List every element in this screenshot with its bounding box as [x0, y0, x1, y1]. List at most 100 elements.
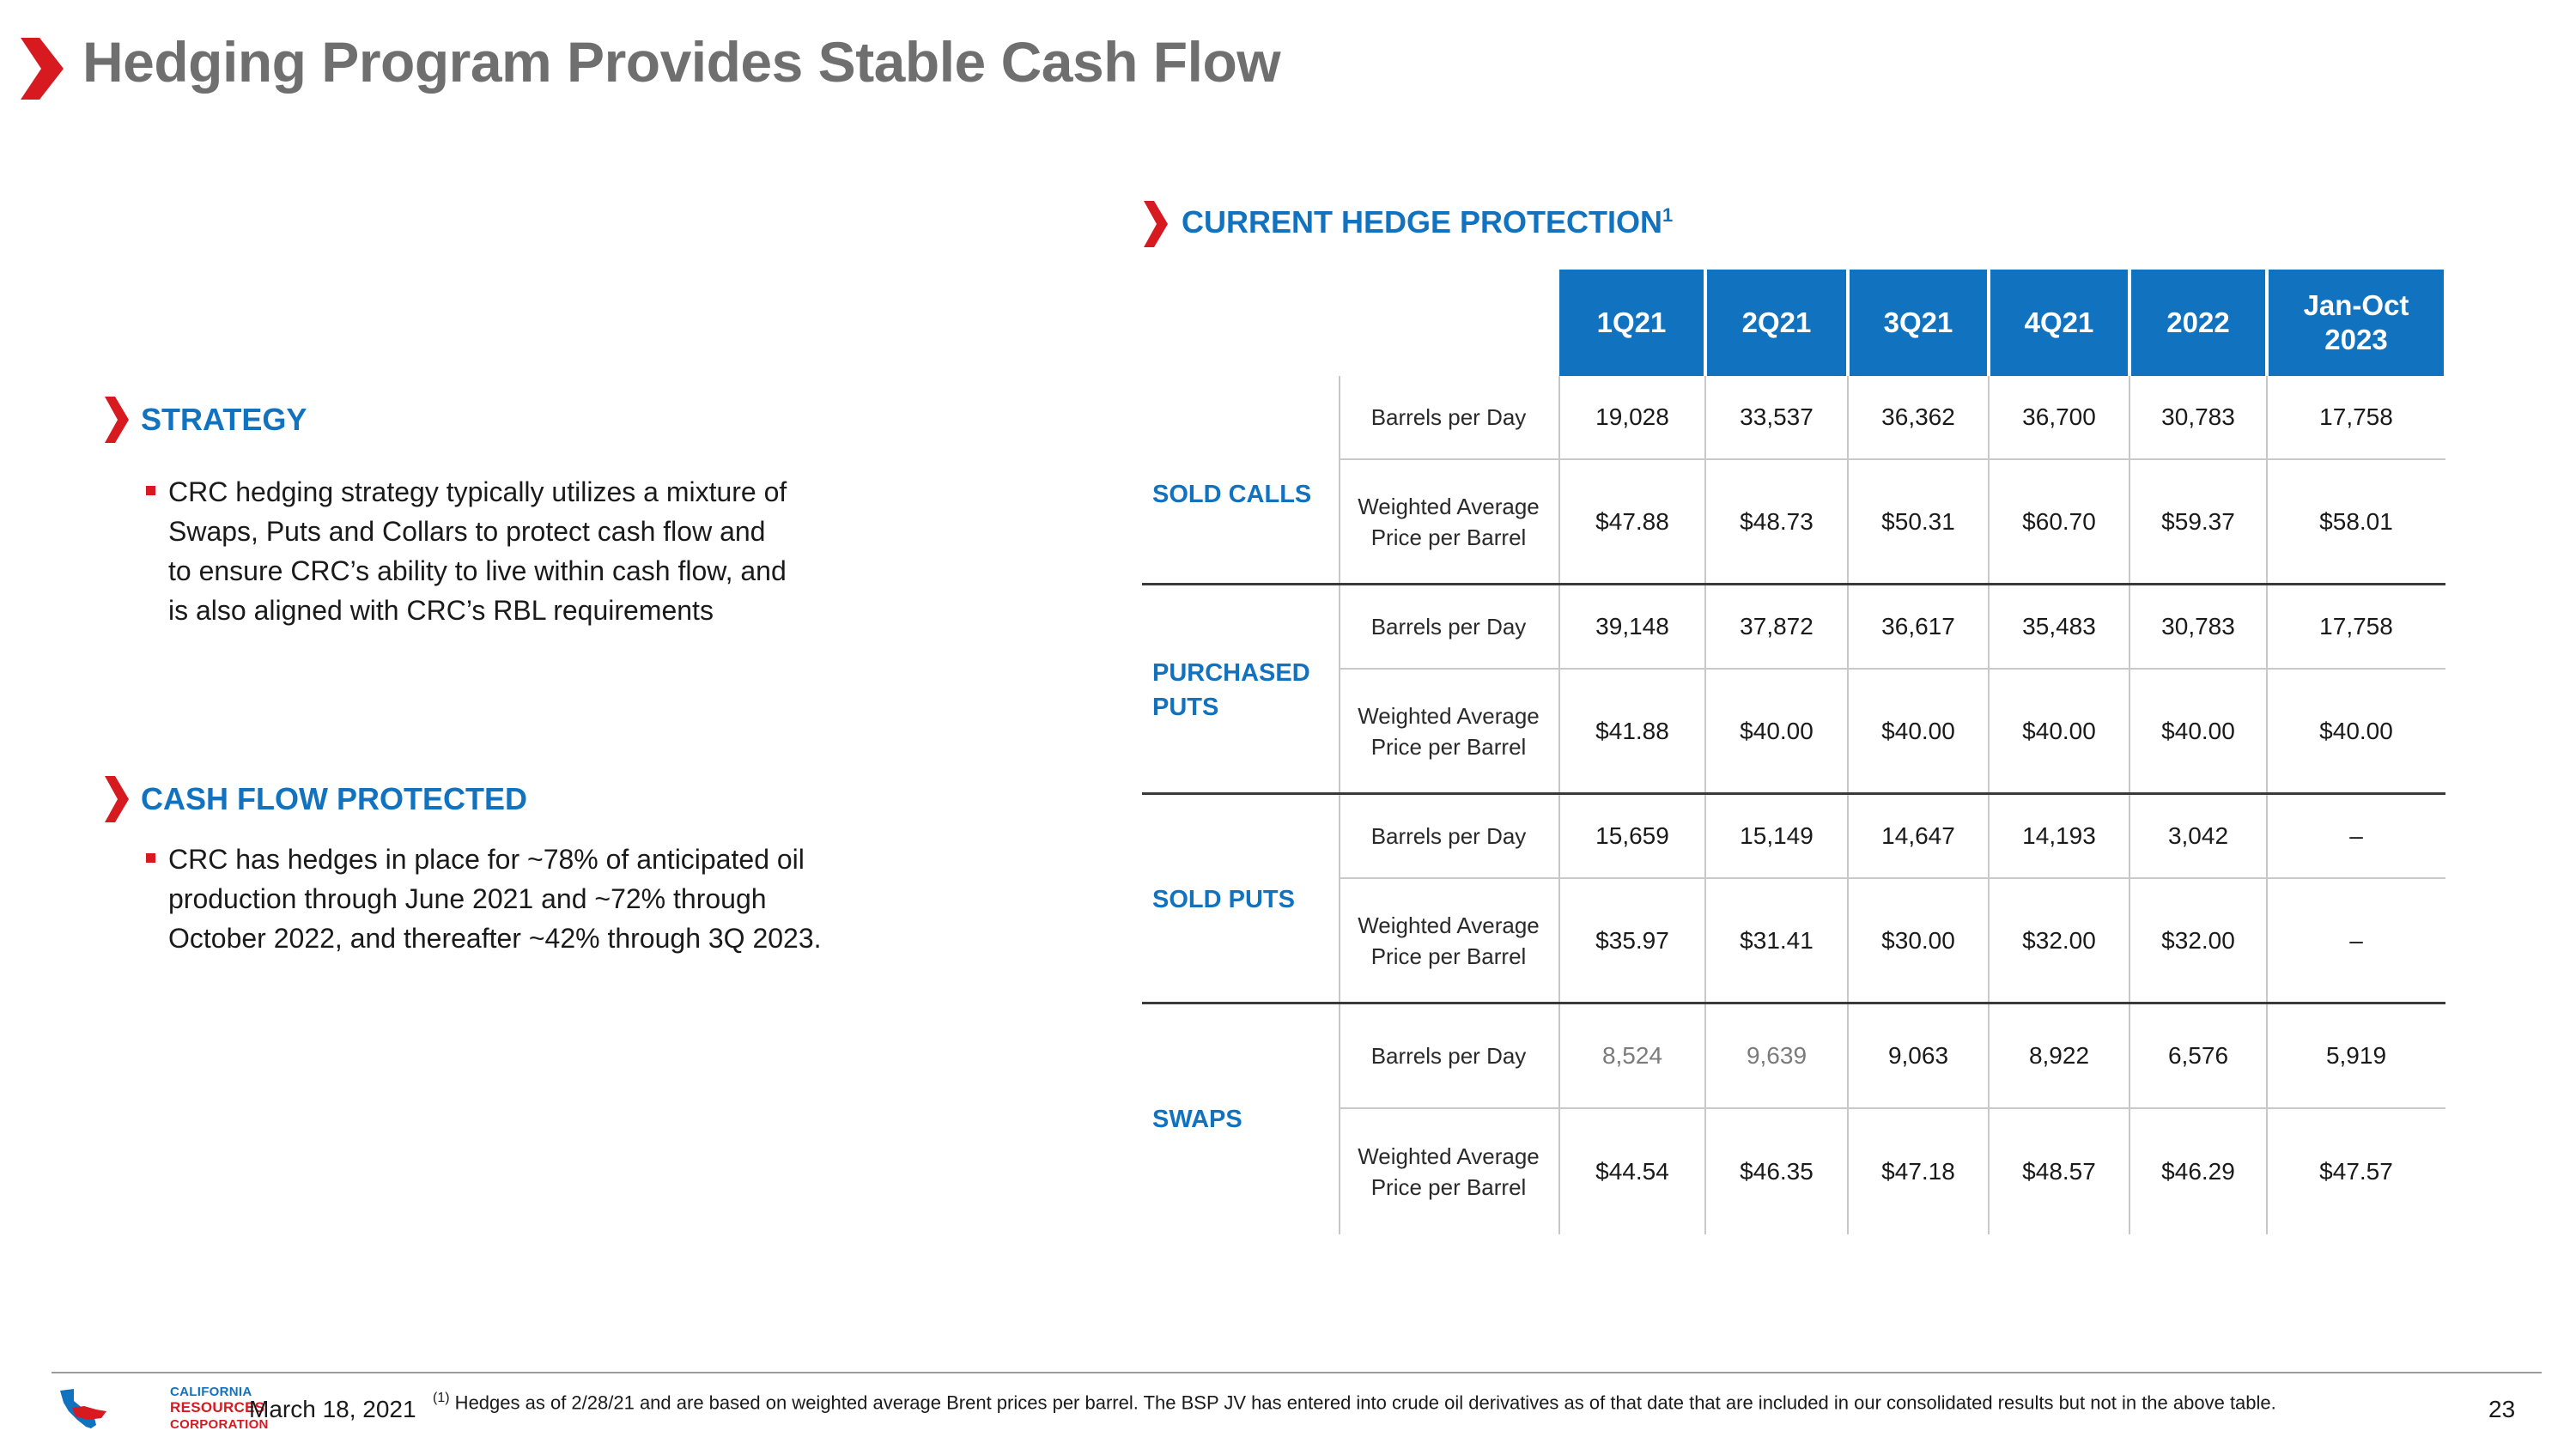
sold-puts-price-2q21: $31.41 — [1740, 926, 1814, 954]
page-number: 23 — [2488, 1396, 2516, 1422]
table-group-divider — [1142, 792, 2445, 795]
sold-puts-bpd-2023: – — [2349, 822, 2363, 849]
swaps-bpd-3q21: 9,063 — [1887, 1042, 1949, 1069]
col-header-jan-oct-2023: Jan-Oct 2023 — [2269, 270, 2444, 376]
table-row-divider — [1340, 668, 2445, 670]
swaps-price-2022: $46.29 — [2161, 1158, 2235, 1185]
title-chevron-icon — [21, 38, 64, 100]
purchased-puts-price-1q21: $41.88 — [1595, 717, 1669, 744]
swaps-bpd-2q21: 9,639 — [1746, 1042, 1807, 1069]
purchased-puts-bpd-3q21: 36,617 — [1881, 613, 1955, 640]
swaps-bpd-2022: 6,576 — [2167, 1042, 2229, 1069]
page-title: Hedging Program Provides Stable Cash Flo… — [82, 30, 1281, 94]
hedge-chevron-icon — [1144, 201, 1168, 247]
cash-flow-chevron-icon — [105, 776, 129, 822]
swaps-price-1q21: $44.54 — [1595, 1158, 1669, 1185]
row-label-barrels-per-day: Barrels per Day — [1370, 614, 1527, 640]
group-label-swaps: SWAPS — [1152, 1106, 1242, 1133]
purchased-puts-bpd-2022: 30,783 — [2161, 613, 2235, 640]
footnote-text: Hedges as of 2/28/21 and are based on we… — [449, 1391, 2276, 1414]
swaps-price-3q21: $47.18 — [1881, 1158, 1955, 1185]
sold-puts-bpd-2022: 3,042 — [2167, 822, 2229, 849]
row-label-weighted-average-price: Weighted Average Price per Barrel — [1358, 912, 1540, 969]
sold-calls-price-1q21: $47.88 — [1595, 507, 1669, 535]
col-header-1q21: 1Q21 — [1559, 270, 1704, 376]
row-label-barrels-per-day: Barrels per Day — [1370, 404, 1527, 430]
logo-line-corporation: CORPORATION — [170, 1417, 269, 1432]
cash-flow-bullet-text: CRC has hedges in place for ~78% of anti… — [168, 844, 822, 954]
table-group-divider — [1142, 583, 2445, 585]
bullet-marker-icon — [146, 853, 155, 863]
sold-calls-price-2023: $58.01 — [2319, 507, 2393, 535]
sold-calls-bpd-4q21: 36,700 — [2022, 403, 2096, 430]
sold-calls-price-3q21: $50.31 — [1881, 507, 1955, 535]
logo-line-california: CALIFORNIA — [170, 1385, 252, 1399]
hedge-table-heading-text: CURRENT HEDGE PROTECTION — [1182, 204, 1663, 239]
sold-calls-bpd-1q21: 19,028 — [1595, 403, 1669, 430]
sold-puts-price-1q21: $35.97 — [1595, 926, 1669, 954]
table-vline — [2129, 376, 2130, 1234]
table-vline — [2266, 376, 2268, 1234]
swaps-price-4q21: $48.57 — [2022, 1158, 2096, 1185]
sold-calls-price-2022: $59.37 — [2161, 507, 2235, 535]
sold-puts-bpd-1q21: 15,659 — [1595, 822, 1669, 849]
row-label-weighted-average-price: Weighted Average Price per Barrel — [1358, 493, 1540, 550]
swaps-bpd-1q21: 8,524 — [1601, 1042, 1663, 1069]
col-header-2q21: 2Q21 — [1707, 270, 1846, 376]
logo-line-resources: RESOURCES — [170, 1399, 265, 1416]
sold-puts-bpd-4q21: 14,193 — [2022, 822, 2096, 849]
sold-puts-price-2022: $32.00 — [2161, 926, 2235, 954]
purchased-puts-price-4q21: $40.00 — [2022, 717, 2096, 744]
swaps-bpd-4q21: 8,922 — [2028, 1042, 2090, 1069]
sold-calls-bpd-2023: 17,758 — [2319, 403, 2393, 430]
swaps-price-2023: $47.57 — [2319, 1158, 2393, 1185]
row-label-weighted-average-price: Weighted Average Price per Barrel — [1358, 702, 1540, 760]
sold-calls-bpd-2022: 30,783 — [2161, 403, 2235, 430]
purchased-puts-bpd-1q21: 39,148 — [1595, 613, 1669, 640]
strategy-bullet: CRC hedging strategy typically utilizes … — [146, 472, 941, 630]
table-group-divider — [1142, 1002, 2445, 1004]
cash-flow-heading: CASH FLOW PROTECTED — [141, 781, 527, 816]
company-logo: CALIFORNIA RESOURCES CORPORATION — [57, 1384, 268, 1435]
bullet-marker-icon — [146, 486, 155, 495]
sold-puts-bpd-3q21: 14,647 — [1881, 822, 1955, 849]
hedge-table-heading: CURRENT HEDGE PROTECTION1 — [1182, 204, 1673, 240]
strategy-bullet-text: CRC hedging strategy typically utilizes … — [168, 476, 787, 626]
table-row-divider — [1340, 1107, 2445, 1109]
footer-divider — [52, 1372, 2542, 1373]
swaps-bpd-2023: 5,919 — [2325, 1042, 2387, 1069]
group-label-sold-calls: SOLD CALLS — [1152, 481, 1312, 508]
group-label-sold-puts: SOLD PUTS — [1152, 886, 1295, 913]
table-vline — [1339, 376, 1340, 1234]
hedge-table-heading-footnote: 1 — [1662, 204, 1674, 226]
purchased-puts-bpd-2q21: 37,872 — [1740, 613, 1814, 640]
sold-puts-price-3q21: $30.00 — [1881, 926, 1955, 954]
sold-calls-bpd-2q21: 33,537 — [1740, 403, 1814, 430]
table-row-divider — [1340, 458, 2445, 460]
swaps-price-2q21: $46.35 — [1740, 1158, 1814, 1185]
cash-flow-bullet: CRC has hedges in place for ~78% of anti… — [146, 840, 993, 958]
footer-date: March 18, 2021 — [249, 1396, 416, 1422]
strategy-heading: STRATEGY — [141, 402, 307, 437]
footnote: (1) Hedges as of 2/28/21 and are based o… — [433, 1391, 2276, 1414]
table-vline — [1988, 376, 1990, 1234]
purchased-puts-price-2q21: $40.00 — [1740, 717, 1814, 744]
sold-calls-price-2q21: $48.73 — [1740, 507, 1814, 535]
sold-puts-bpd-2q21: 15,149 — [1740, 822, 1814, 849]
purchased-puts-bpd-2023: 17,758 — [2319, 613, 2393, 640]
purchased-puts-price-2022: $40.00 — [2161, 717, 2235, 744]
sold-puts-price-4q21: $32.00 — [2022, 926, 2096, 954]
sold-puts-price-2023: – — [2349, 926, 2363, 954]
row-label-weighted-average-price: Weighted Average Price per Barrel — [1358, 1143, 1540, 1200]
group-label-purchased-puts: PURCHASED PUTS — [1152, 659, 1310, 721]
table-vline — [1847, 376, 1849, 1234]
purchased-puts-bpd-4q21: 35,483 — [2022, 613, 2096, 640]
strategy-chevron-icon — [105, 397, 129, 443]
table-vline — [1558, 376, 1560, 1234]
california-map-icon — [60, 1389, 106, 1428]
purchased-puts-price-3q21: $40.00 — [1881, 717, 1955, 744]
row-label-barrels-per-day: Barrels per Day — [1370, 823, 1527, 849]
table-row-divider — [1340, 877, 2445, 879]
footnote-marker: (1) — [433, 1391, 450, 1405]
row-label-barrels-per-day: Barrels per Day — [1370, 1043, 1527, 1069]
